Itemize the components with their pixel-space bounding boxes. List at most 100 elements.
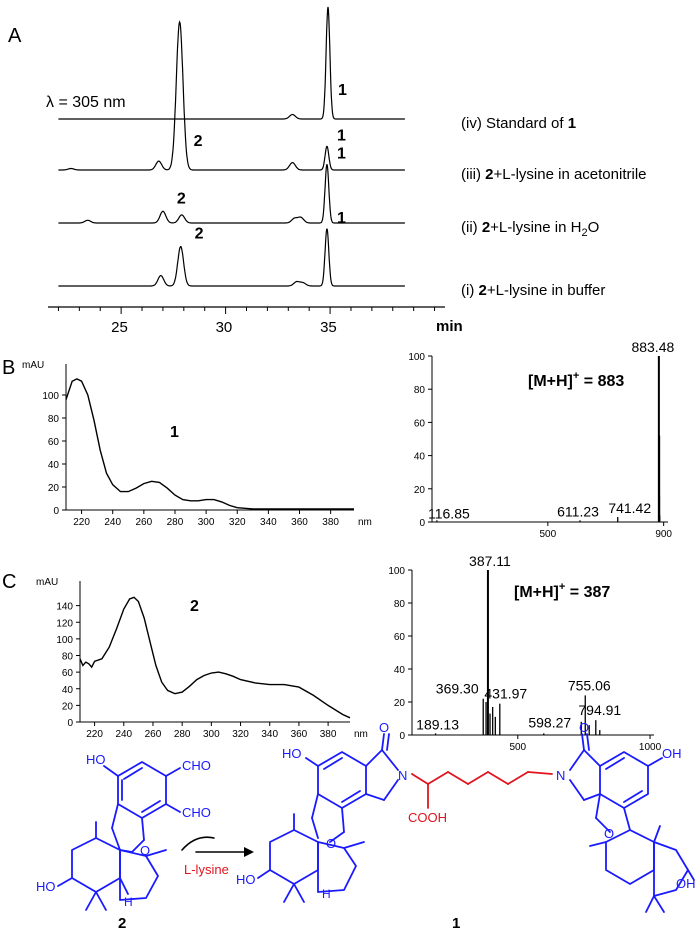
x-tick-label: 380: [320, 729, 337, 740]
peak-label: 2: [195, 225, 204, 242]
wavelength-annotation: λ = 305 nm: [46, 94, 126, 111]
chromatogram-trace: [58, 164, 405, 224]
y-tick-label: 0: [67, 718, 73, 729]
y-tick-label: 20: [414, 485, 426, 496]
y-tick-label: 20: [394, 698, 406, 709]
x-tick-label: 280: [167, 517, 184, 528]
x-tick-label: 500: [509, 742, 526, 753]
y-tick-label: 20: [62, 701, 74, 712]
compound-1-structure: [257, 733, 695, 913]
trace-label: (ii) 2+L-lysine in H2O: [461, 219, 599, 239]
ms-peak-label: 189.13: [416, 716, 459, 732]
x-tick-label: 280: [174, 729, 191, 740]
x-tick-label: 35: [320, 319, 337, 336]
x-tick-label: 240: [115, 729, 132, 740]
uv-spectrum-2: 0 20 40 60 80 100 120 140 220 240 260 280 300 320 340 3…: [36, 577, 368, 740]
x-tick-label: 220: [73, 517, 90, 528]
reaction-scheme: HO CHO CHO O HO H 2 L-lysine: [36, 720, 696, 932]
ms-title: [M+H]+ = 883: [528, 370, 624, 390]
y-tick-label: 0: [419, 518, 425, 529]
lysine-linker: [411, 771, 553, 809]
y-tick-label: 80: [394, 599, 406, 610]
y-tick-label: 100: [56, 635, 73, 646]
uv-spectrum-1: 0 20 40 60 80 100 220 240 260 280 300 320 340 360 380 n…: [22, 360, 372, 528]
ms-peak-label: 598.27: [528, 714, 571, 730]
ms-title: [M+H]+ = 387: [514, 581, 610, 601]
y-tick-label: 0: [399, 731, 405, 742]
x-tick-label: 30: [216, 319, 233, 336]
compound-1-o-right: O: [579, 720, 589, 735]
x-tick-label: 300: [198, 517, 215, 528]
x-tick-label: 380: [322, 517, 339, 528]
panel-label-c: C: [2, 571, 16, 593]
x-tick-label: 500: [539, 529, 556, 540]
chromatogram-trace: [58, 20, 405, 171]
y-tick-label: 40: [394, 665, 406, 676]
x-tick-label: 300: [203, 729, 220, 740]
x-tick-label: 260: [145, 729, 162, 740]
x-unit-label: nm: [354, 729, 368, 740]
panel-label-a: A: [8, 25, 22, 47]
compound-2-oxygen: O: [140, 843, 150, 858]
compound-2-cho-top: CHO: [182, 758, 211, 773]
y-tick-label: 20: [48, 483, 60, 494]
compound-2-ho-top: HO: [86, 752, 106, 767]
y-axis-label: mAU: [22, 360, 44, 371]
y-tick-label: 0: [53, 506, 59, 517]
y-tick-label: 140: [56, 602, 73, 613]
trace-label: (i) 2+L-lysine in buffer: [461, 282, 605, 299]
trace-label: (iii) 2+L-lysine in acetonitrile: [461, 166, 647, 183]
compound-1-o-left: O: [379, 720, 389, 735]
peak-label: 1: [337, 146, 346, 163]
compound-2-ho-bottom: HO: [36, 879, 56, 894]
y-tick-label: 60: [48, 437, 60, 448]
compound-2-label: 2: [118, 915, 126, 932]
compound-1-oh-right: OH: [662, 746, 682, 761]
compound-1-n-left: N: [398, 768, 407, 783]
peak-label: 1: [338, 82, 347, 99]
ms-peak-label: 611.23: [557, 503, 599, 519]
ms-peak-label: 883.48: [631, 339, 674, 355]
y-tick-label: 40: [414, 452, 426, 463]
compound-1-oxygen-left: O: [326, 836, 336, 851]
ms-peak-label: 116.85: [428, 505, 470, 521]
ms-peak-label: 741.42: [608, 500, 651, 516]
y-tick-label: 60: [62, 668, 74, 679]
y-tick-label: 60: [414, 418, 426, 429]
compound-1-label: 1: [452, 915, 460, 932]
y-tick-label: 60: [394, 632, 406, 643]
chromatogram-trace: [58, 6, 405, 120]
y-tick-label: 80: [414, 385, 426, 396]
compound-label: 2: [190, 598, 199, 615]
x-tick-label: 360: [291, 729, 308, 740]
x-tick-label: 900: [655, 529, 672, 540]
y-tick-label: 100: [388, 566, 405, 577]
compound-2-cho-bottom: CHO: [182, 805, 211, 820]
peak-label: 2: [194, 133, 203, 150]
compound-1-cooh: COOH: [408, 810, 447, 825]
ms-peak-label: 369.30: [436, 681, 479, 697]
compound-1-n-right: N: [556, 768, 565, 783]
chromatogram-panel: 1 (iv) Standard of 1 2 1 (iii) 2+L-lysine in…: [48, 6, 647, 336]
compound-1-ho-bottom: HO: [236, 872, 256, 887]
compound-1-ho-left: HO: [282, 746, 302, 761]
x-tick-label: 220: [86, 729, 103, 740]
x-unit-label: nm: [358, 517, 372, 528]
peak-label: 1: [337, 127, 346, 144]
compound-1-h-left: H: [322, 887, 331, 901]
y-tick-label: 40: [62, 685, 74, 696]
x-tick-label: 260: [135, 517, 152, 528]
uv-spectrum-line: [65, 378, 354, 510]
x-tick-label: 320: [229, 517, 246, 528]
x-tick-label: 340: [260, 517, 277, 528]
reagent-label: L-lysine: [184, 862, 229, 877]
x-tick-label: 240: [104, 517, 121, 528]
x-tick-label: 1000: [639, 742, 662, 753]
y-axis-label: mAU: [36, 577, 58, 588]
y-tick-label: 80: [62, 652, 74, 663]
x-tick-label: 340: [261, 729, 278, 740]
reaction-arrow: [181, 836, 254, 857]
trace-label: (iv) Standard of 1: [461, 115, 576, 132]
x-tick-label: 360: [291, 517, 308, 528]
